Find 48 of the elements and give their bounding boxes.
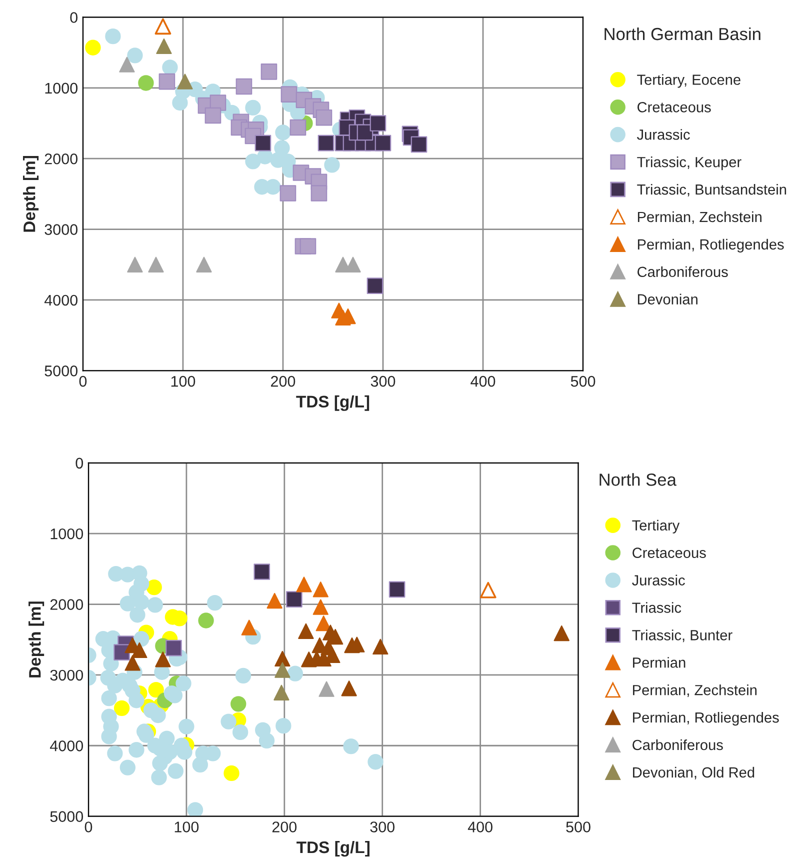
legend-label: Triassic: [632, 602, 682, 613]
y-tick-label: 2000: [44, 153, 78, 164]
legend-label: Carboniferous: [638, 266, 728, 278]
x-tick-label: 100: [171, 376, 196, 387]
x-tick-label: 100: [174, 822, 199, 832]
legend-label: Tertiary: [632, 520, 680, 534]
x-axis-title: TDS [g/L]: [296, 840, 370, 857]
legend-label: Tertiary, Eocene: [637, 74, 740, 88]
y-tick-label: 3000: [50, 670, 84, 681]
legend-title: North Sea: [600, 473, 676, 486]
legend-label: Devonian: [638, 294, 698, 304]
y-tick-label: 5000: [50, 811, 84, 822]
y-tick-label: 4000: [44, 294, 78, 306]
y-tick-label: 2000: [50, 599, 84, 610]
x-tick-label: 500: [566, 822, 590, 832]
y-axis-title: Depth [m]: [23, 156, 39, 232]
y-tick-label: 0: [70, 12, 78, 23]
legend-label: Triassic, Buntsandstein: [637, 184, 786, 196]
legend-label: Jurassic: [632, 574, 685, 586]
y-tick-label: 1000: [45, 82, 78, 94]
legend-label: Permian: [633, 657, 686, 668]
legend-label: Permian, Rotliegendes: [633, 712, 779, 726]
y-tick-label: 3000: [44, 224, 78, 235]
y-axis-title: Depth [m]: [28, 602, 44, 678]
legend-label: Permian, Zechstein: [638, 211, 762, 224]
legend-label: Permian, Rotliegendes: [638, 238, 784, 252]
x-tick-label: 300: [370, 376, 396, 387]
legend-label: Jurassic: [637, 129, 690, 140]
legend-label: Permian, Zechstein: [633, 684, 757, 697]
x-tick-label: 200: [271, 376, 296, 387]
legend-label: Triassic, Bunter: [632, 630, 732, 642]
x-tick-label: 0: [84, 822, 92, 832]
x-axis-title: TDS [g/L]: [296, 395, 370, 411]
legend-title: North German Basin: [604, 27, 760, 40]
y-tick-label: 4000: [50, 740, 84, 752]
x-tick-label: 400: [470, 376, 496, 387]
x-tick-label: 400: [468, 822, 492, 832]
y-tick-label: 0: [76, 458, 84, 469]
legend-label: Triassic, Keuper: [637, 156, 742, 170]
legend-label: Cretaceous: [632, 548, 706, 558]
x-tick-label: 500: [570, 376, 596, 387]
legend-label: Cretaceous: [638, 102, 711, 112]
legend-label: Carboniferous: [632, 739, 723, 750]
legend-label: Devonian, Old Red: [633, 766, 754, 780]
y-tick-label: 1000: [50, 528, 84, 540]
x-tick-label: 200: [272, 822, 297, 832]
y-tick-label: 5000: [44, 366, 78, 376]
x-tick-label: 300: [370, 822, 395, 832]
